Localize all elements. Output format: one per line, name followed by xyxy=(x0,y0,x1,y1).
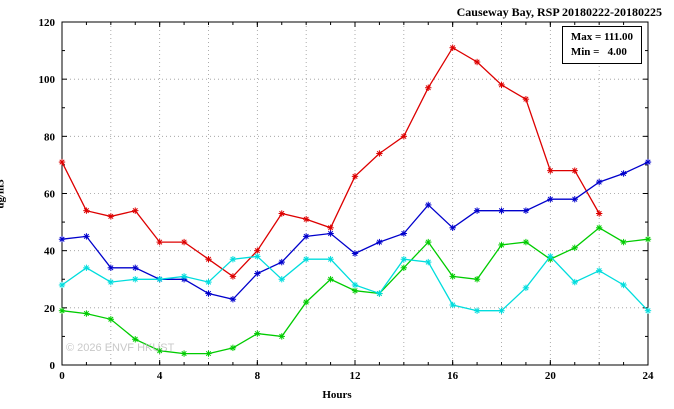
svg-text:120: 120 xyxy=(39,17,56,29)
svg-text:12: 12 xyxy=(350,370,362,382)
svg-text:8: 8 xyxy=(255,370,261,382)
chart-title: Causeway Bay, RSP 20180222-20180225 xyxy=(456,5,662,19)
svg-text:0: 0 xyxy=(50,360,56,372)
svg-text:4: 4 xyxy=(157,370,163,382)
legend-min-label: Min = 4.00 xyxy=(570,45,627,58)
svg-text:0: 0 xyxy=(59,370,65,382)
legend-box: Max = 111.00 Min = 4.00 xyxy=(561,26,642,64)
svg-text:40: 40 xyxy=(44,246,56,258)
svg-text:24: 24 xyxy=(643,370,655,382)
svg-text:80: 80 xyxy=(44,131,56,143)
svg-text:20: 20 xyxy=(44,303,56,315)
svg-text:16: 16 xyxy=(447,370,459,382)
y-axis-label: ug/m3 xyxy=(0,179,7,209)
svg-text:20: 20 xyxy=(545,370,557,382)
svg-text:100: 100 xyxy=(39,74,56,86)
series-red xyxy=(61,46,600,278)
svg-text:60: 60 xyxy=(44,189,56,201)
watermark: © 2026 ENVF HKUST xyxy=(66,342,175,354)
legend-max-label: Max = 111.00 xyxy=(570,31,633,43)
x-axis-label: Hours xyxy=(322,389,352,401)
